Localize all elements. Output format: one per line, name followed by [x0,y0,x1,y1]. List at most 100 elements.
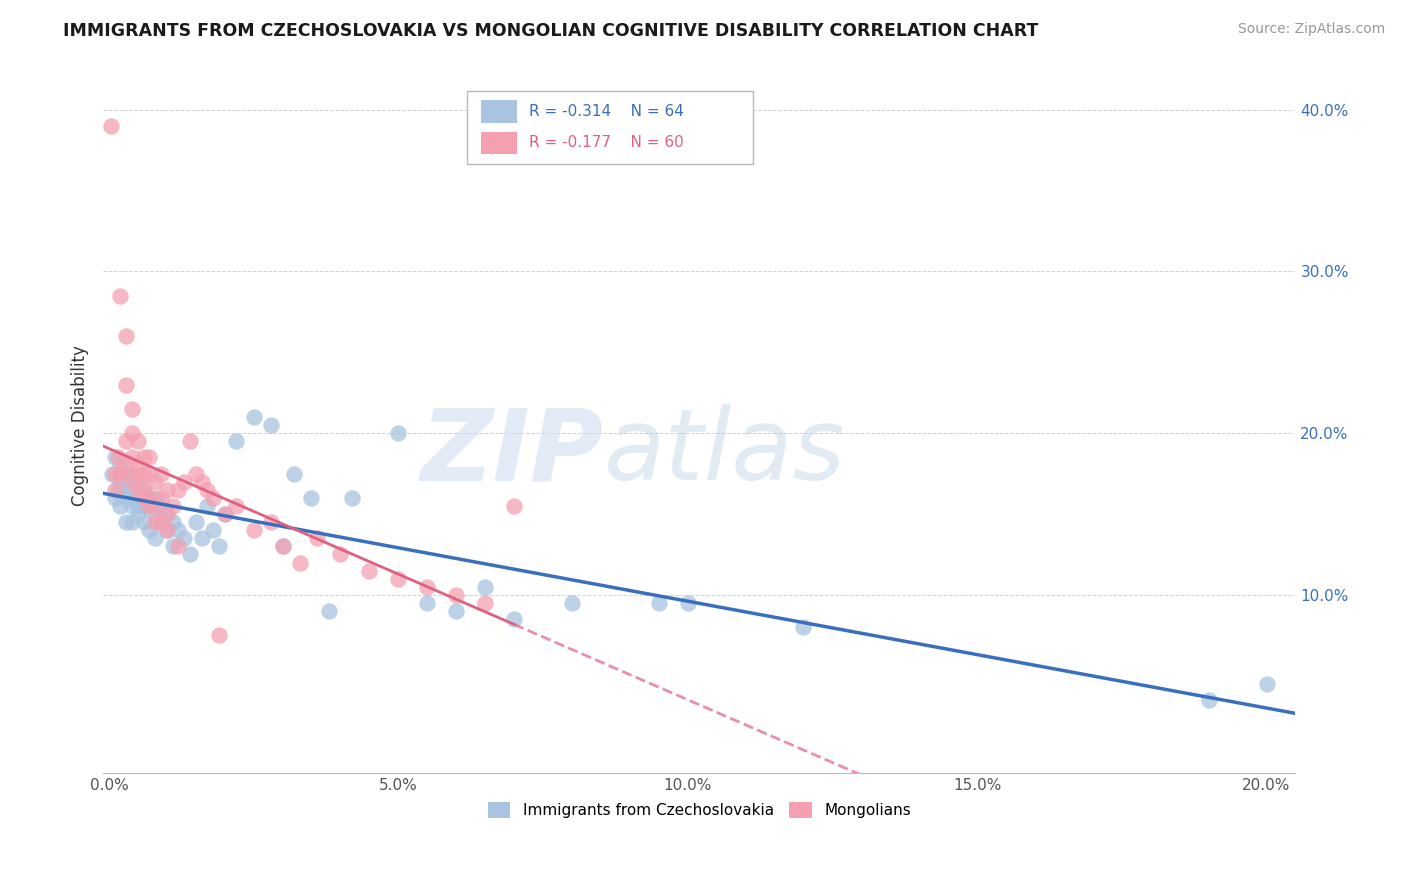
Point [110,289,132,303]
Point [110,467,132,481]
Point [143,531,166,545]
Point [127,475,149,489]
Point [179,548,201,562]
Point [561,596,583,610]
Point [318,604,340,618]
Point [162,540,184,554]
Point [107,483,129,497]
Point [115,515,138,529]
Point [444,604,467,618]
Point [260,515,283,529]
Point [444,588,467,602]
Point [132,483,155,497]
Point [132,515,155,529]
Point [118,467,141,481]
Point [115,377,138,392]
Text: atlas: atlas [605,404,845,501]
Point [115,458,138,473]
Point [138,467,160,481]
Point [288,556,311,570]
Point [127,434,149,449]
Point [474,580,496,594]
Point [416,596,439,610]
Point [648,596,671,610]
Point [167,540,190,554]
Point [138,523,160,537]
Point [104,450,127,465]
Point [156,523,179,537]
FancyBboxPatch shape [481,132,517,154]
Point [416,580,439,594]
Point [167,523,190,537]
Text: IMMIGRANTS FROM CZECHOSLOVAKIA VS MONGOLIAN COGNITIVE DISABILITY CORRELATION CHA: IMMIGRANTS FROM CZECHOSLOVAKIA VS MONGOL… [63,22,1039,40]
Point [150,515,173,529]
Point [112,467,135,481]
Point [138,499,160,513]
Point [173,531,195,545]
Point [242,523,264,537]
Point [107,450,129,465]
Point [225,499,247,513]
Point [173,475,195,489]
Point [271,540,294,554]
Point [387,426,409,441]
Point [503,612,526,626]
Point [156,507,179,521]
Point [162,499,184,513]
Point [156,483,179,497]
Point [260,418,283,433]
Point [127,458,149,473]
Point [214,507,236,521]
Point [115,491,138,505]
Point [676,596,699,610]
Point [115,329,138,343]
Point [138,450,160,465]
Point [150,515,173,529]
FancyBboxPatch shape [481,101,517,122]
Point [100,119,122,133]
Point [104,483,127,497]
Point [359,564,381,578]
Point [179,434,201,449]
Point [792,620,814,634]
Point [156,523,179,537]
Point [121,475,143,489]
Point [127,491,149,505]
Point [195,483,218,497]
Point [143,515,166,529]
Text: R = -0.314    N = 64: R = -0.314 N = 64 [529,104,683,119]
Point [138,499,160,513]
Point [121,491,143,505]
Point [115,434,138,449]
Point [127,467,149,481]
Point [121,450,143,465]
Point [138,491,160,505]
Point [143,499,166,513]
Point [143,507,166,521]
Point [110,475,132,489]
Point [202,523,225,537]
Point [503,499,526,513]
Point [121,401,143,416]
Point [271,540,294,554]
Point [195,499,218,513]
Point [162,515,184,529]
Point [115,467,138,481]
Point [156,507,179,521]
Point [387,572,409,586]
Point [127,483,149,497]
Point [143,475,166,489]
Point [132,483,155,497]
Point [143,491,166,505]
Point [225,434,247,449]
Point [184,515,207,529]
Point [1256,677,1278,691]
Point [208,540,231,554]
Text: R = -0.177    N = 60: R = -0.177 N = 60 [529,136,683,150]
Point [132,499,155,513]
Point [150,467,173,481]
Point [110,499,132,513]
Legend: Immigrants from Czechoslovakia, Mongolians: Immigrants from Czechoslovakia, Mongolia… [481,796,917,824]
Point [121,499,143,513]
Point [132,450,155,465]
